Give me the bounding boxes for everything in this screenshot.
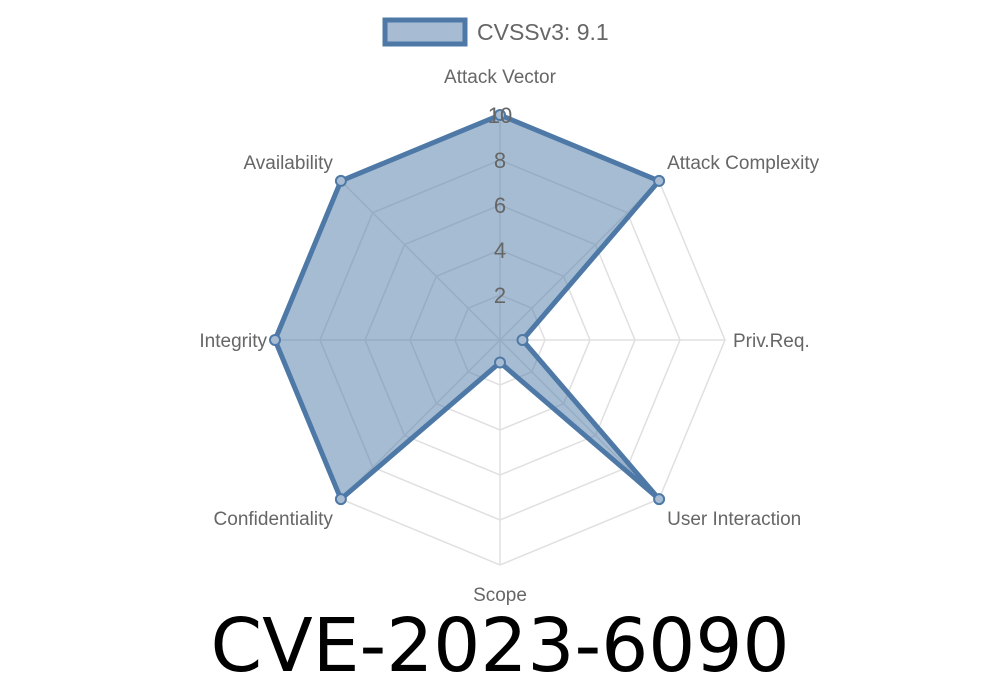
axis-label: Scope [473, 585, 527, 606]
chart-title: CVE-2023-6090 [210, 603, 790, 689]
legend-label: CVSSv3: 9.1 [477, 19, 609, 45]
tick-label: 8 [494, 148, 506, 173]
data-point [494, 109, 506, 121]
axis-label: User Interaction [667, 509, 801, 530]
tick-label: 2 [494, 283, 506, 308]
data-point [516, 334, 529, 346]
tick-label: 6 [494, 193, 506, 218]
axis-label: Attack Complexity [667, 153, 820, 174]
axis-label: Integrity [199, 331, 267, 352]
data-point [269, 334, 281, 346]
data-point [494, 356, 506, 369]
data-point [334, 174, 347, 187]
axis-label: Availability [243, 153, 333, 174]
data-point [653, 493, 666, 506]
legend-swatch [382, 17, 468, 47]
axis-label: Attack Vector [444, 67, 557, 88]
data-point [334, 493, 347, 506]
axis-label: Priv.Req. [733, 331, 810, 352]
tick-label: 4 [494, 238, 506, 263]
data-point [653, 174, 666, 187]
axis-label: Confidentiality [214, 509, 334, 530]
tick-label: 10 [488, 103, 512, 128]
